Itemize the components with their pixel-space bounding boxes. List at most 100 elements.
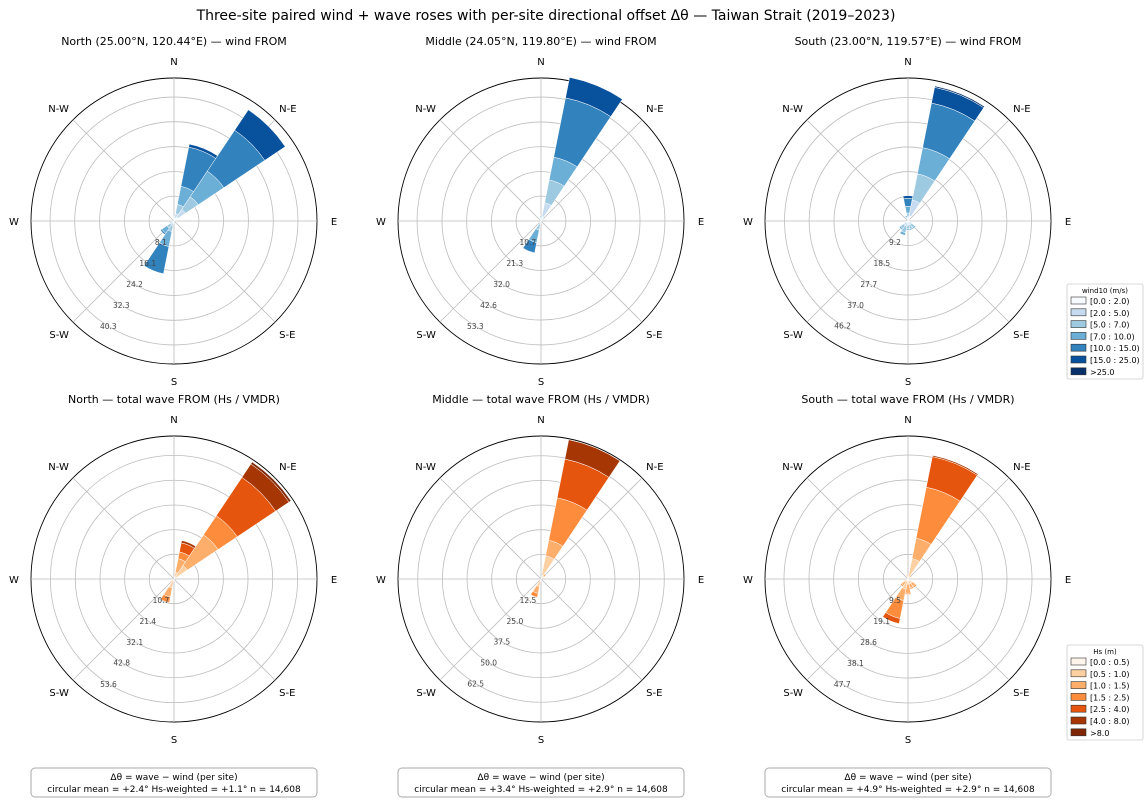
rose-panel-north-wave: North — total wave FROM (Hs / VMDR) 10.7 2… (9, 393, 337, 746)
angular-gridline (907, 119, 1010, 222)
rose-panel-south-wind: South (23.00°N, 119.57°E) — wind FROM 9.2… (743, 35, 1071, 388)
rose-petal-segment (234, 109, 286, 161)
radial-tick-label: 42.8 (113, 659, 130, 668)
angular-gridline (907, 477, 1010, 580)
radial-tick-label: 21.4 (139, 617, 156, 626)
legend-swatch (1070, 716, 1087, 725)
direction-label: E (1065, 575, 1071, 586)
radial-tick-label: 62.5 (467, 680, 484, 689)
rose-petal-segment (905, 574, 908, 578)
legend-swatch (1070, 669, 1087, 678)
direction-label: S-W (783, 688, 803, 699)
legend-item-label: [0.0 : 2.0) (1090, 297, 1129, 306)
direction-label: N-W (415, 462, 436, 473)
direction-label: E (698, 217, 704, 228)
angular-gridline (806, 477, 909, 580)
legend-item-label: [2.5 : 4.0) (1090, 705, 1129, 714)
direction-label: S-W (49, 688, 69, 699)
panel-title: North (25.00°N, 120.44°E) — wind FROM (61, 35, 287, 48)
rose-petal-segment (541, 217, 545, 221)
direction-label: N (904, 415, 911, 426)
offset-box: Δθ = wave − wind (per site) circular mean… (30, 767, 318, 798)
rose-petal-segment (172, 218, 174, 221)
offset-box-line1: Δθ = wave − wind (per site) (477, 773, 604, 783)
radial-tick-label: 42.6 (480, 301, 497, 310)
direction-label: N (537, 415, 544, 426)
rose-petal-segment (899, 230, 906, 236)
rose-petal-segment (904, 579, 907, 582)
panel-title: Middle (24.05°N, 119.80°E) — wind FROM (425, 35, 656, 48)
wind-legend: wind10 (m/s) [0.0 : 2.0) [2.0 : 5.0) [5.0 :… (1066, 283, 1144, 380)
angular-gridline (806, 119, 909, 222)
angular-gridline (72, 119, 175, 222)
panel-title: North — total wave FROM (Hs / VMDR) (68, 393, 280, 406)
rose-panel-north-wind: North (25.00°N, 120.44°E) — wind FROM 8.1… (9, 35, 337, 388)
rose-petal-segment (905, 228, 911, 231)
direction-label: S-E (646, 330, 662, 341)
radial-tick-label: 16.1 (139, 259, 156, 268)
legend-item-label: [5.0 : 7.0) (1090, 321, 1129, 330)
offset-box-line2: circular mean = +3.4° Hs-weighted = +2.9… (414, 785, 668, 795)
radial-tick-label: 19.1 (873, 617, 890, 626)
direction-label: S-E (1013, 330, 1029, 341)
rose-petal-segment (904, 215, 908, 219)
offset-box-line1: Δθ = wave − wind (per site) (110, 773, 237, 783)
rose-petal-segment (900, 582, 905, 587)
angular-gridline (173, 220, 276, 323)
rose-petal-segment (909, 575, 912, 578)
rose-petal-segment (564, 439, 621, 478)
legend-swatch (1070, 728, 1087, 737)
offset-box: Δθ = wave − wind (per site) circular mean… (764, 767, 1052, 798)
offset-box-line2: circular mean = +4.9° Hs-weighted = +2.9… (781, 785, 1035, 795)
angular-gridline (439, 220, 542, 323)
rose-petal-segment (169, 580, 173, 584)
legend-item-label: [1.0 : 1.5) (1090, 682, 1129, 691)
direction-label: S (905, 735, 911, 746)
radial-tick-label: 37.5 (493, 638, 510, 647)
radial-tick-label: 10.7 (519, 238, 536, 247)
direction-label: S-W (783, 330, 803, 341)
rose-panels: North (25.00°N, 120.44°E) — wind FROM 8.1… (9, 35, 1071, 746)
direction-label: N (170, 415, 177, 426)
legend-swatch (1070, 296, 1087, 305)
angular-gridline (907, 578, 1010, 681)
radial-tick-label: 53.3 (467, 322, 484, 331)
rose-panel-south-wave: South — total wave FROM (Hs / VMDR) 9.5 19… (743, 393, 1071, 746)
radial-tick-label: 37.0 (847, 301, 864, 310)
direction-label: N-W (415, 104, 436, 115)
rose-petal-segment (905, 221, 908, 223)
rose-petal-segment (882, 612, 901, 624)
radial-tick-label: 53.6 (100, 680, 117, 689)
radial-tick-label: 32.0 (493, 280, 510, 289)
direction-label: E (698, 575, 704, 586)
direction-label: S-E (1013, 688, 1029, 699)
direction-label: N-W (48, 104, 69, 115)
rose-petal-segment (538, 221, 541, 224)
rose-panel-middle-wind: Middle (24.05°N, 119.80°E) — wind FROM 10… (376, 35, 704, 388)
legend-item-label: [15.0 : 25.0) (1090, 356, 1140, 365)
direction-label: W (743, 217, 753, 228)
legends: wind10 (m/s) [0.0 : 2.0) [2.0 : 5.0) [5.0 :… (1066, 283, 1144, 741)
direction-label: N (170, 57, 177, 68)
angular-gridline (540, 220, 643, 323)
rose-petal-segment (538, 579, 541, 582)
legend-item-label: [0.5 : 1.0) (1090, 670, 1129, 679)
legend-item-label: [4.0 : 8.0) (1090, 717, 1129, 726)
legend-swatch (1070, 355, 1087, 364)
direction-label: N-E (279, 462, 296, 473)
direction-label: S (171, 377, 177, 388)
panel-title: Middle — total wave FROM (Hs / VMDR) (432, 393, 650, 406)
direction-label: W (376, 217, 386, 228)
direction-label: E (1065, 217, 1071, 228)
angular-gridline (540, 578, 643, 681)
angular-gridline (72, 477, 175, 580)
legend-title: wind10 (m/s) (1082, 287, 1128, 295)
panel-title: South — total wave FROM (Hs / VMDR) (801, 393, 1014, 406)
rose-petal-segment (250, 461, 292, 503)
rose-petal-segment (541, 555, 555, 577)
rose-petal-segment (539, 218, 542, 221)
direction-label: S (538, 377, 544, 388)
rose-petal-segment (169, 221, 173, 224)
radial-tick-label: 50.0 (480, 659, 497, 668)
direction-label: W (743, 575, 753, 586)
